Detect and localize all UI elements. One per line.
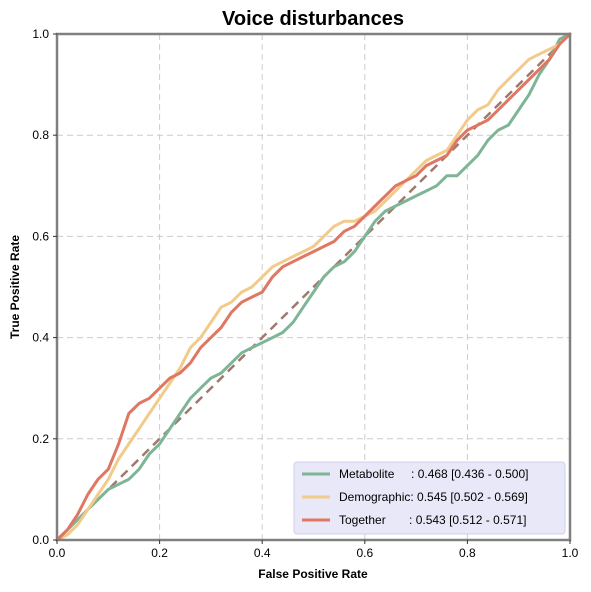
y-tick-label-4: 0.8 xyxy=(32,128,49,142)
x-tick-label-2: 0.4 xyxy=(254,546,271,560)
legend-label-together: Together : 0.543 [0.512 - 0.571] xyxy=(339,513,526,527)
x-tick-label-0: 0.0 xyxy=(49,546,66,560)
diagonal-reference xyxy=(56,33,571,541)
legend-label-metabolite: Metabolite : 0.468 [0.436 - 0.500] xyxy=(339,467,528,481)
legend-box xyxy=(293,461,566,535)
y-axis-ticks: 0.0 0.2 0.4 0.6 0.8 1.0 xyxy=(32,27,57,547)
x-tick-label-4: 0.8 xyxy=(459,546,476,560)
series-line-together xyxy=(55,32,572,542)
diagonal-line xyxy=(56,33,571,541)
x-tick-label-5: 1.0 xyxy=(562,546,579,560)
x-tick-label-3: 0.6 xyxy=(356,546,373,560)
plot-frame xyxy=(55,32,572,542)
chart-title: Voice disturbances xyxy=(222,8,404,30)
x-axis-label: False Positive Rate xyxy=(258,567,368,581)
y-tick-label-1: 0.2 xyxy=(32,432,49,446)
legend-label-demographic: Demographic: 0.545 [0.502 - 0.569] xyxy=(339,490,528,504)
series-line-metabolite xyxy=(55,32,572,542)
x-axis-ticks: 0.0 0.2 0.4 0.6 0.8 1.0 xyxy=(49,540,579,560)
y-tick-label-0: 0.0 xyxy=(32,533,49,547)
y-tick-label-3: 0.6 xyxy=(32,229,49,243)
series-line-demographic xyxy=(55,32,572,542)
x-tick-label-1: 0.2 xyxy=(151,546,168,560)
y-tick-label-5: 1.0 xyxy=(32,27,49,41)
y-axis-label: True Positive Rate xyxy=(8,235,22,339)
roc-curves xyxy=(55,32,572,542)
y-tick-label-2: 0.4 xyxy=(32,331,49,345)
legend: Metabolite : 0.468 [0.436 - 0.500] Demogr… xyxy=(293,461,566,535)
